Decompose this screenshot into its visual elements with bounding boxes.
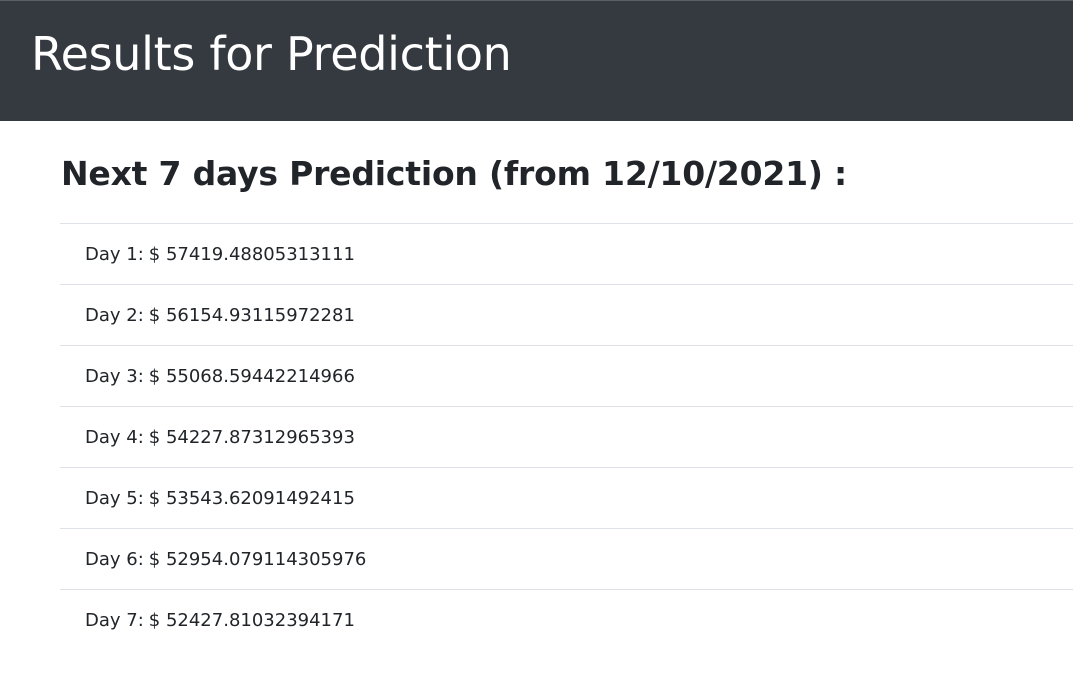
day-value: $ 52427.81032394171 <box>148 609 355 631</box>
day-value: $ 53543.62091492415 <box>148 487 355 509</box>
list-item: Day 3: $ 55068.59442214966 <box>60 346 1073 407</box>
list-item: Day 2: $ 56154.93115972281 <box>60 285 1073 346</box>
prediction-list: Day 1: $ 57419.48805313111 Day 2: $ 5615… <box>60 223 1073 650</box>
day-label: Day 6: <box>85 548 144 570</box>
page-title: Results for Prediction <box>31 27 512 81</box>
day-label: Day 3: <box>85 365 144 387</box>
day-label: Day 1: <box>85 243 144 265</box>
top-header-bar: Results for Prediction <box>0 0 1073 121</box>
day-value: $ 56154.93115972281 <box>148 304 355 326</box>
list-item: Day 4: $ 54227.87312965393 <box>60 407 1073 468</box>
day-value: $ 52954.079114305976 <box>148 548 367 570</box>
list-item: Day 6: $ 52954.079114305976 <box>60 529 1073 590</box>
day-label: Day 7: <box>85 609 144 631</box>
day-label: Day 2: <box>85 304 144 326</box>
day-value: $ 55068.59442214966 <box>148 365 355 387</box>
section-heading: Next 7 days Prediction (from 12/10/2021)… <box>61 154 848 193</box>
day-label: Day 5: <box>85 487 144 509</box>
list-item: Day 5: $ 53543.62091492415 <box>60 468 1073 529</box>
list-item: Day 7: $ 52427.81032394171 <box>60 590 1073 650</box>
day-label: Day 4: <box>85 426 144 448</box>
day-value: $ 57419.48805313111 <box>148 243 355 265</box>
day-value: $ 54227.87312965393 <box>148 426 355 448</box>
list-item: Day 1: $ 57419.48805313111 <box>60 224 1073 285</box>
